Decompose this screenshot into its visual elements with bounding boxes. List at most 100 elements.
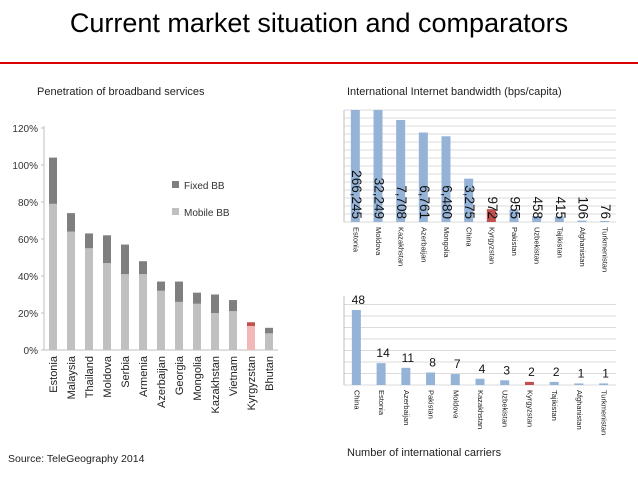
- data-label: 2: [553, 365, 560, 379]
- bar-mobile-vietnam: [229, 311, 237, 350]
- x-tick-label: Uzbekistan: [533, 227, 542, 264]
- x-tick-label: China: [465, 227, 474, 247]
- bar-china: [351, 310, 361, 385]
- legend-swatch-mobile: [172, 208, 179, 215]
- bar-afghanistan: [574, 383, 584, 385]
- broadband-chart-title: Penetration of broadband services: [37, 86, 205, 98]
- x-tick-label: Thailand: [84, 356, 96, 398]
- x-tick-label: Estonia: [377, 390, 386, 416]
- x-tick-label: Mongolia: [442, 227, 451, 258]
- bar-mobile-georgia: [175, 301, 183, 350]
- data-label: 7,708: [394, 185, 409, 219]
- bar-mobile-azerbaijan: [157, 290, 165, 350]
- x-tick-label: Kyrgyzstan: [525, 390, 534, 427]
- bar-moldova: [450, 374, 460, 385]
- data-label: 76: [598, 204, 613, 219]
- data-label: 458: [530, 196, 545, 219]
- data-label: 415: [553, 196, 568, 219]
- x-tick-label: Azerbaijan: [419, 227, 428, 262]
- x-tick-label: Estonia: [351, 227, 360, 253]
- x-tick-label: Vietnam: [228, 356, 240, 396]
- bar-kyrgyzstan: [524, 381, 534, 385]
- bar-fixed-kyrgyzstan: [247, 322, 255, 326]
- bar-fixed-mongolia: [193, 292, 201, 304]
- data-label: 972: [485, 196, 500, 219]
- bar-kyrgyzstan: [486, 209, 496, 222]
- bar-fixed-malaysia: [67, 213, 75, 232]
- data-label: 2: [528, 365, 535, 379]
- bar-mongolia: [441, 136, 451, 222]
- y-tick-label: 100%: [12, 161, 38, 172]
- legend-swatch-fixed: [172, 181, 179, 188]
- legend-label-fixed: Fixed BB: [184, 181, 225, 192]
- bar-mobile-bhutan: [265, 333, 273, 350]
- bar-tajikistan: [549, 381, 559, 385]
- bar-fixed-thailand: [85, 233, 93, 249]
- bar-tajikistan: [554, 216, 564, 222]
- bar-mobile-estonia: [49, 203, 57, 350]
- bar-fixed-vietnam: [229, 300, 237, 312]
- bar-turkmenistan: [599, 383, 609, 385]
- y-tick-label: 60%: [18, 235, 38, 246]
- bar-mobile-mongolia: [193, 303, 201, 350]
- bar-kazakhstan: [475, 378, 485, 385]
- bar-fixed-armenia: [139, 261, 147, 275]
- bar-fixed-georgia: [175, 281, 183, 302]
- data-label: 14: [376, 346, 390, 360]
- data-label: 1: [602, 366, 609, 380]
- x-tick-label: Afghanistan: [578, 227, 587, 267]
- bar-fixed-estonia: [49, 157, 57, 204]
- bar-uzbekistan: [532, 215, 542, 222]
- bar-china: [464, 178, 474, 222]
- data-label: 1: [578, 366, 585, 380]
- x-tick-label: Pakistan: [427, 390, 436, 419]
- x-tick-label: China: [352, 390, 361, 410]
- bar-fixed-kazakhstan: [211, 294, 219, 313]
- data-label: 6,761: [417, 185, 432, 219]
- bar-afghanistan: [577, 220, 587, 222]
- x-tick-label: Kazakhstan: [210, 356, 222, 413]
- data-label: 3,275: [462, 185, 477, 219]
- x-tick-label: Uzbekistan: [501, 390, 510, 427]
- bar-fixed-serbia: [121, 244, 129, 275]
- bar-azerbaijan: [418, 132, 428, 222]
- bar-uzbekistan: [500, 380, 510, 385]
- x-tick-label: Azerbaijan: [402, 390, 411, 425]
- x-tick-label: Tajikistan: [550, 390, 559, 421]
- bar-turkmenistan: [600, 220, 610, 222]
- bandwidth-chart-title: International Internet bandwidth (bps/ca…: [347, 86, 562, 98]
- x-tick-label: Bhutan: [264, 356, 276, 391]
- carriers-chart-title: Number of international carriers: [347, 447, 502, 459]
- x-tick-label: Kazakhstan: [397, 227, 406, 266]
- bar-azerbaijan: [401, 367, 411, 385]
- x-tick-label: Turkmenistan: [600, 390, 609, 435]
- slide-title: Current market situation and comparators: [69, 8, 569, 38]
- bar-mobile-armenia: [139, 274, 147, 350]
- x-tick-label: Estonia: [48, 355, 60, 393]
- x-tick-label: Serbia: [120, 355, 132, 388]
- bar-moldova: [373, 110, 383, 222]
- x-tick-label: Armenia: [138, 355, 150, 397]
- data-label: 11: [402, 351, 415, 365]
- data-label: 3: [503, 363, 510, 377]
- bar-estonia: [376, 363, 386, 385]
- x-tick-label: Azerbaijan: [156, 356, 168, 408]
- data-label: 6,480: [439, 185, 454, 219]
- legend-label-mobile: Mobile BB: [184, 208, 230, 219]
- y-tick-label: 0%: [24, 346, 39, 357]
- x-tick-label: Malaysia: [66, 355, 78, 399]
- y-tick-label: 80%: [18, 198, 38, 209]
- bar-fixed-bhutan: [265, 327, 273, 334]
- x-tick-label: Moldova: [374, 227, 383, 256]
- bar-mobile-serbia: [121, 274, 129, 350]
- data-label: 48: [352, 293, 366, 307]
- x-tick-label: Kyrgyzstan: [487, 227, 496, 264]
- data-label: 955: [507, 196, 522, 219]
- data-label: 7: [454, 357, 461, 371]
- bar-mobile-kyrgyzstan: [247, 325, 255, 350]
- data-label: 4: [479, 362, 486, 376]
- data-label: 8: [429, 356, 436, 370]
